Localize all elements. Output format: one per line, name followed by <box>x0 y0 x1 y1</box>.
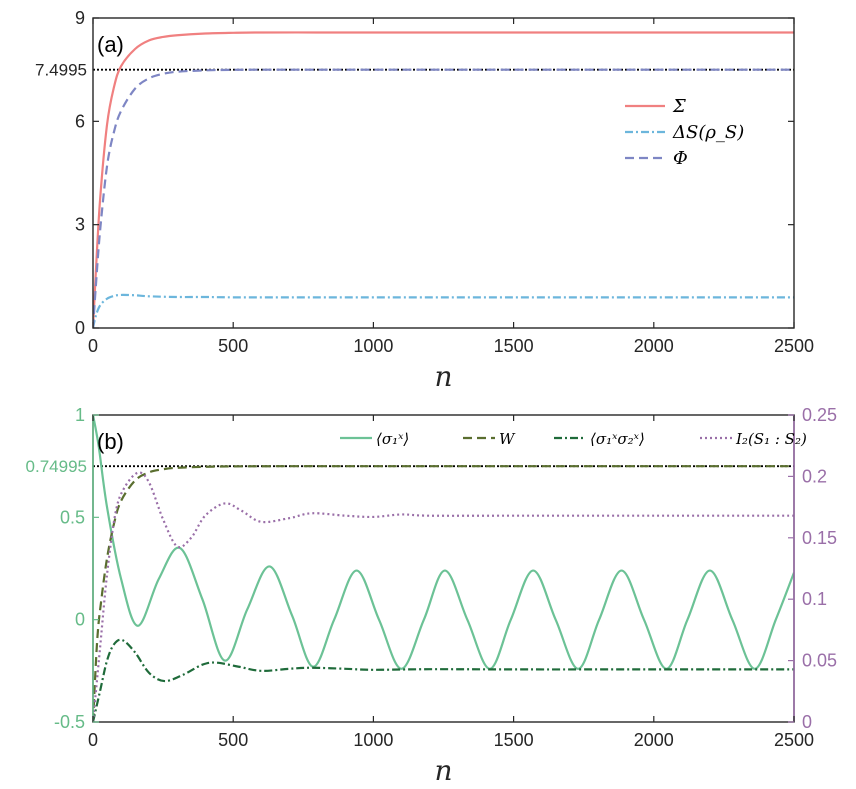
x-tick-label: 2500 <box>774 336 814 356</box>
plot-area <box>93 18 794 328</box>
series-line-1 <box>93 465 794 723</box>
x-tick-label: 1500 <box>494 336 534 356</box>
panel-a: 7.4995 0 500 1000 1500 2000 2500 0 3 6 9 n (a) Σ ΔS(ρ_… <box>35 8 814 393</box>
y-tick-label: 0 <box>75 610 85 630</box>
panel-label: (b) <box>97 429 124 454</box>
legend-label-3: I₂(S₁ : S₂) <box>735 430 807 448</box>
x-tick-label: 0 <box>88 336 98 356</box>
series-line-2 <box>93 68 794 329</box>
y-tick-label: 0 <box>75 318 85 338</box>
series-line-0 <box>93 31 794 329</box>
y-tick-right-label: 0 <box>802 712 812 732</box>
y-tick-label: -0.5 <box>54 712 85 732</box>
series-line-2 <box>93 638 794 723</box>
y-tick-label: 3 <box>75 215 85 235</box>
x-tick-label: 2000 <box>634 336 674 356</box>
x-tick-label: 500 <box>218 730 248 750</box>
y-tick-right-label: 0.25 <box>802 405 837 425</box>
reference-line-label: 0.74995 <box>26 457 87 476</box>
series-line-0 <box>93 414 794 670</box>
y-tick-right-label: 0.15 <box>802 528 837 548</box>
y-tick-label: 6 <box>75 111 85 131</box>
x-tick-label: 1000 <box>353 730 393 750</box>
x-axis-label: n <box>434 754 452 787</box>
y-tick-right-label: 0.1 <box>802 589 827 609</box>
y-tick-label: 0.5 <box>60 507 85 527</box>
x-tick-label: 1500 <box>494 730 534 750</box>
reference-line-label: 7.4995 <box>35 61 87 80</box>
legend-label-1: W <box>499 430 516 448</box>
legend-label-0: Σ <box>672 96 686 117</box>
plot-area <box>93 415 794 722</box>
y-tick-right-label: 0.2 <box>802 466 827 486</box>
x-tick-label: 2000 <box>634 730 674 750</box>
legend-label-0: ⟨σ₁ˣ⟩ <box>376 430 409 448</box>
x-tick-label: 2500 <box>774 730 814 750</box>
y-tick-right-label: 0.05 <box>802 651 837 671</box>
series-group <box>93 414 794 723</box>
axes-box <box>92 17 795 329</box>
x-tick-label: 1000 <box>353 336 393 356</box>
y-tick-label: 1 <box>75 405 85 425</box>
series-group <box>93 31 794 329</box>
panel-label: (a) <box>97 32 124 57</box>
series-line-1 <box>93 293 794 329</box>
x-axis-label: n <box>434 360 452 393</box>
x-tick-label: 0 <box>88 730 98 750</box>
legend-label-1: ΔS(ρ_S) <box>672 122 744 143</box>
x-tick-label: 500 <box>218 336 248 356</box>
legend-label-2: Φ <box>673 148 688 169</box>
legend-label-2: ⟨σ₁ˣσ₂ˣ⟩ <box>590 430 645 448</box>
y-tick-label: 9 <box>75 8 85 28</box>
